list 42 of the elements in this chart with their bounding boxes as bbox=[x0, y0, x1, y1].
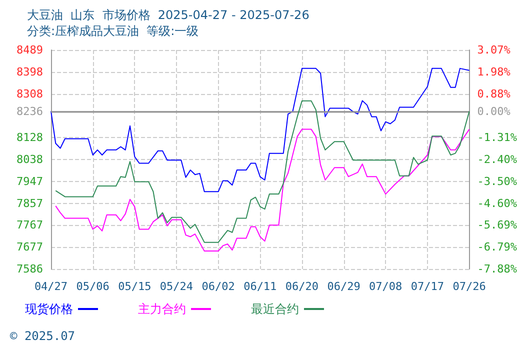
y-tick-label: 7767 bbox=[16, 218, 43, 232]
y2-tick-label: 1.98% bbox=[477, 65, 511, 78]
y-tick-label: 8398 bbox=[16, 66, 43, 79]
x-tick-label: 07/08 bbox=[369, 280, 402, 293]
legend-label: 现货价格 bbox=[25, 302, 73, 316]
x-tick-label: 06/29 bbox=[327, 280, 360, 293]
line-series bbox=[50, 68, 470, 192]
y2-tick-label: -5.69% bbox=[477, 218, 518, 232]
y2-tick-label: -3.50% bbox=[477, 174, 518, 188]
x-tick-label: 07/17 bbox=[410, 280, 444, 293]
chart-subtitle: 分类:压榨成品大豆油 等级:一级 bbox=[27, 24, 199, 38]
y-tick-label: 7677 bbox=[16, 240, 43, 254]
x-tick-label: 05/06 bbox=[76, 280, 110, 293]
legend-label: 最近合约 bbox=[251, 302, 299, 316]
y-tick-label: 8038 bbox=[16, 152, 43, 166]
x-tick-label: 06/20 bbox=[285, 280, 319, 293]
y-tick-label: 8128 bbox=[16, 131, 43, 144]
line-series bbox=[55, 100, 470, 243]
legend-label: 主力合约 bbox=[138, 302, 186, 316]
y2-tick-label: -1.31% bbox=[477, 131, 518, 144]
y2-tick-label: -2.40% bbox=[477, 152, 518, 166]
y-tick-label: 8236 bbox=[16, 104, 43, 118]
y-tick-label: 8308 bbox=[16, 87, 43, 100]
x-tick-label: 07/26 bbox=[452, 280, 486, 293]
x-tick-label: 05/24 bbox=[160, 280, 194, 293]
y2-tick-label: -6.79% bbox=[477, 240, 518, 254]
y2-tick-label: -4.60% bbox=[477, 196, 518, 210]
y-tick-label: 7947 bbox=[16, 174, 43, 188]
y2-tick-label: 3.07% bbox=[477, 44, 511, 56]
x-tick-label: 06/11 bbox=[244, 280, 277, 293]
x-tick-label: 05/15 bbox=[118, 280, 152, 293]
text: © 2025.07 bbox=[10, 329, 76, 343]
chart-title: 大豆油 山东 市场价格 2025-04-27 - 2025-07-26 bbox=[27, 8, 310, 22]
y2-tick-label: -7.88% bbox=[477, 262, 518, 276]
x-tick-label: 06/02 bbox=[202, 280, 235, 293]
line-series bbox=[55, 128, 470, 252]
y-tick-label: 7857 bbox=[16, 196, 43, 210]
y2-tick-label: 0.00% bbox=[477, 104, 511, 118]
y-tick-label: 7586 bbox=[16, 262, 43, 276]
y2-tick-label: 0.88% bbox=[477, 87, 511, 100]
x-tick-label: 04/27 bbox=[34, 280, 68, 293]
y-tick-label: 8489 bbox=[16, 44, 43, 56]
